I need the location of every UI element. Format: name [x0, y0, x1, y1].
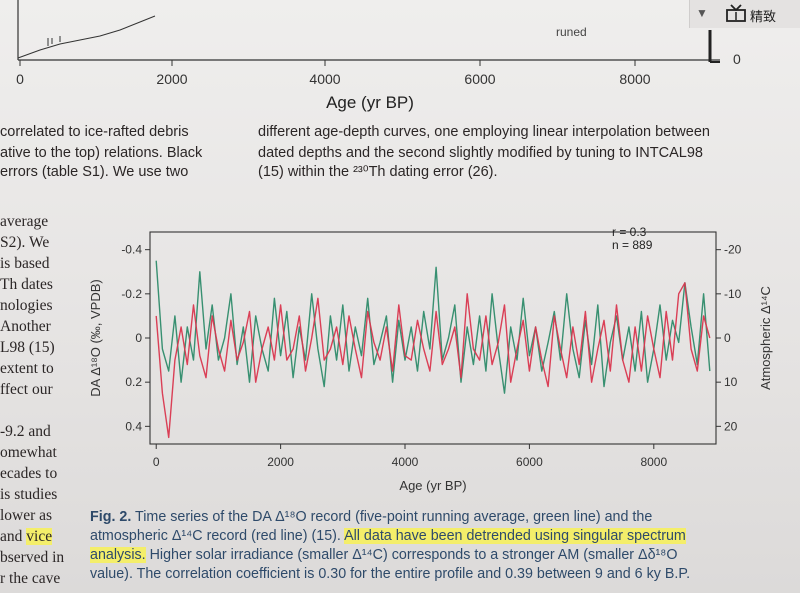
left-text-line: -9.2 and [0, 423, 51, 440]
y-tick-label: 0 [135, 331, 142, 345]
top-figure-fragment: 0 2000 4000 6000 8000 0 runed Age (yr BP) [16, 0, 741, 112]
y-axis-label: DA Δ¹⁸O (‰, VPDB) [88, 279, 103, 396]
series-line-green [155, 260, 711, 394]
series-line-red [155, 282, 711, 439]
left-text-line: S2). We [0, 234, 50, 251]
correlation-annotation: n = 889 [612, 238, 653, 252]
left-text-line: nologies [0, 297, 53, 314]
left-text-line: and vice [0, 528, 53, 545]
figure-2-chart: 0 2000 4000 6000 8000 -0.4 -0.2 0 0.2 0.4 -20 -10 0 1… [88, 225, 773, 493]
highlighted-text: analysis. [90, 547, 146, 563]
viewer-toolbar: ▼ 精致 [689, 0, 800, 28]
left-text-line: correlated to ice-rafted debris [0, 124, 189, 140]
reader-icon[interactable] [726, 4, 746, 22]
top-x-tick-label: 0 [16, 71, 24, 87]
chevron-down-icon[interactable]: ▼ [696, 6, 708, 20]
x-tick-label: 0 [153, 455, 160, 469]
left-text-line: lower as [0, 507, 53, 524]
left-text-line: ffect our [0, 381, 53, 398]
left-text-line: is studies [0, 486, 58, 503]
figure-number: Fig. 2. [90, 509, 132, 525]
y-tick-label: -0.4 [121, 243, 142, 257]
y2-tick-label: 20 [724, 419, 738, 433]
x-tick-label: 6000 [516, 455, 543, 469]
caption-line-4: value). The correlation coefficient is 0… [90, 566, 691, 582]
top-legend-fragment: runed [556, 25, 587, 39]
y2-tick-label: 0 [724, 331, 731, 345]
caption-line-2: atmospheric Δ¹⁴C record (red line) (15).… [90, 528, 686, 544]
top-x-tick-label: 2000 [156, 71, 187, 87]
highlighted-text: vice [26, 528, 53, 545]
left-text-line: Another [0, 318, 51, 335]
caption-line-1: Fig. 2. Time series of the DA Δ¹⁸O recor… [90, 509, 653, 525]
left-text-line: is based [0, 255, 50, 272]
x-tick-label: 2000 [267, 455, 294, 469]
x-tick-label: 4000 [392, 455, 419, 469]
left-text-line: omewhat [0, 444, 57, 461]
mid-text-line: dated depths and the second slightly mod… [258, 145, 703, 161]
mid-text-line: different age-depth curves, one employin… [258, 124, 710, 140]
y-tick-label: 0.4 [125, 419, 142, 433]
left-text-line: ecades to [0, 465, 58, 482]
y2-tick-label: 10 [724, 375, 738, 389]
left-text-line: ative to the top) relations. Black [0, 145, 203, 161]
toolbar-label[interactable]: 精致 [750, 10, 777, 25]
top-x-tick-label: 6000 [464, 71, 495, 87]
top-x-tick-label: 8000 [619, 71, 650, 87]
top-x-axis-label: Age (yr BP) [326, 93, 414, 112]
left-text-line: Th dates [0, 276, 53, 293]
left-text-line: extent to [0, 360, 54, 377]
caption-line-3: analysis. Higher solar irradiance (small… [90, 547, 678, 563]
x-axis-label: Age (yr BP) [399, 478, 466, 493]
correlation-annotation: r = 0.3 [612, 225, 647, 239]
mid-text-line: (15) within the ²³⁰Th dating error (26). [258, 164, 498, 180]
y-tick-label: -0.2 [121, 287, 142, 301]
highlighted-text: All data have been detrended using singu… [344, 528, 686, 544]
y2-tick-label: -10 [724, 287, 742, 301]
top-right-tick-label: 0 [733, 51, 741, 67]
top-x-tick-label: 4000 [309, 71, 340, 87]
y2-tick-label: -20 [724, 243, 742, 257]
left-text-line: average [0, 213, 49, 230]
x-tick-label: 8000 [640, 455, 667, 469]
y-tick-label: 0.2 [125, 375, 142, 389]
left-text-line: errors (table S1). We use two [0, 164, 189, 180]
left-text-line: r the cave [0, 570, 61, 587]
y2-axis-label: Atmospheric Δ¹⁴C [758, 286, 773, 390]
left-text-line: bserved in [0, 549, 65, 566]
left-text-line: L98 (15) [0, 339, 55, 356]
